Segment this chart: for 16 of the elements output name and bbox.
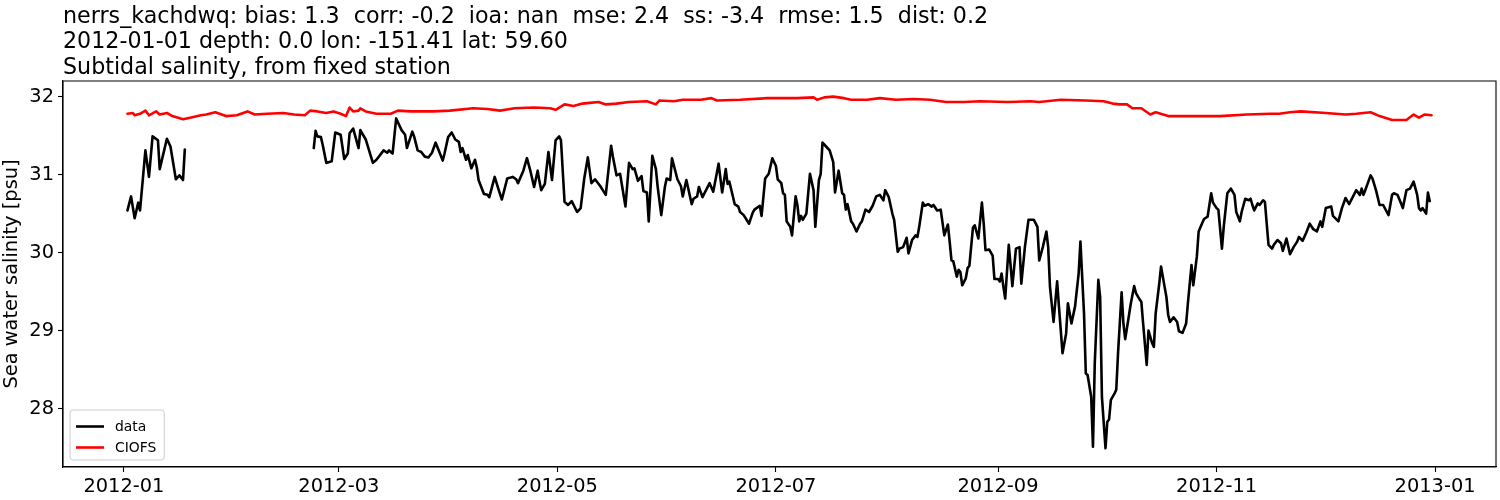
- y-tick-label: 31: [29, 161, 54, 185]
- x-tick-label: 2013-01: [1394, 473, 1476, 497]
- x-tick-label: 2012-07: [735, 473, 817, 497]
- x-tick-label: 2012-09: [957, 473, 1039, 497]
- legend-label: data: [115, 418, 147, 435]
- chart-title: nerrs_kachdwq: bias: 1.3 corr: -0.2 ioa: nan mse: 2.4 ss: -3.4 rmse: 1.5 dist: 0.2 2012-01-01 depth: 0.0 lon: -151.41 lat: 59.60 Subtidal salinity, from fixed station: [63, 1, 989, 79]
- x-tick-label: 2012-03: [298, 473, 380, 497]
- legend-label: CIOFS: [115, 439, 157, 456]
- y-axis-title: Sea water salinity [psu]: [0, 159, 22, 389]
- x-tick-label: 2012-05: [516, 473, 598, 497]
- x-tick-label: 2012-01: [83, 473, 165, 497]
- x-tick-label: 2012-11: [1176, 473, 1258, 497]
- y-tick-label: 29: [29, 317, 54, 341]
- y-tick-label: 28: [29, 395, 54, 419]
- y-tick-label: 30: [29, 239, 54, 263]
- y-tick-label: 32: [29, 83, 54, 107]
